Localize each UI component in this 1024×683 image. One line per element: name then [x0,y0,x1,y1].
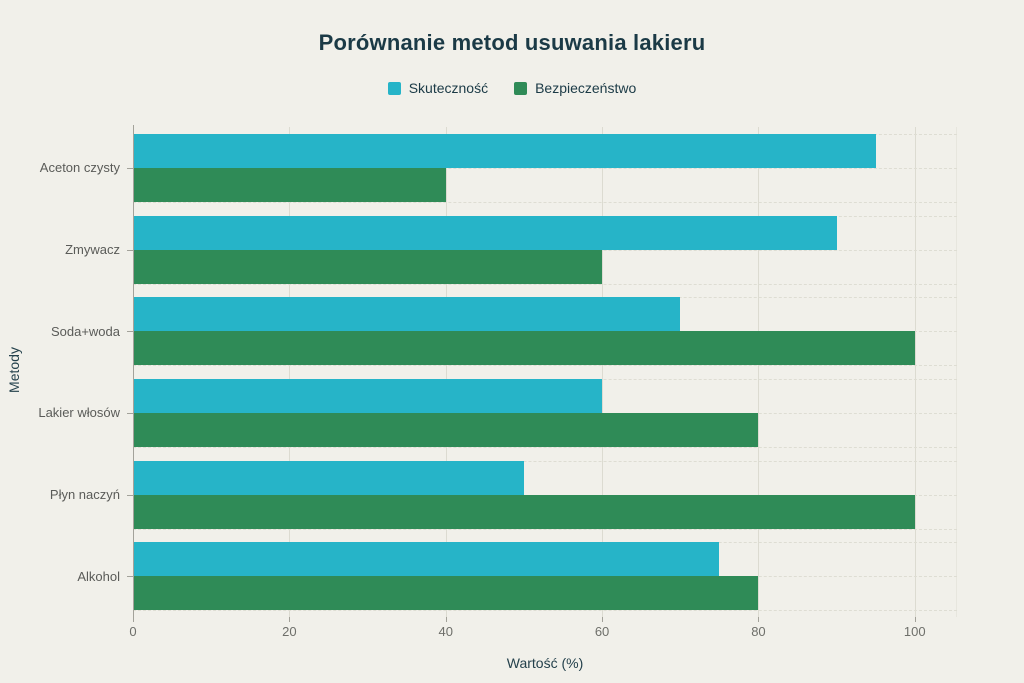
bar-skutecznosc [133,215,837,250]
x-tick-label: 80 [751,624,766,639]
category-label: Płyn naczyń [49,487,120,503]
legend-label-skutecznosc: Skuteczność [408,80,489,96]
bar-edge-guide [133,447,957,449]
category-tick-mark [127,412,133,414]
bar-bezpieczenstwo [133,331,915,366]
legend-item-bezpieczenstwo: Bezpieczeństwo [514,80,636,96]
bar-group: Płyn naczyń [50,454,957,536]
bar-bezpieczenstwo [133,249,603,284]
plot-area: Aceton czysty Zmywacz Soda+woda Lakier włos… [38,125,957,639]
category-label: Soda+woda [50,323,120,339]
plot-right-edge [956,127,957,617]
bar-group: Alkohol [77,535,957,617]
bar-skutecznosc [133,542,720,577]
x-tick-label: 20 [282,624,297,639]
bar-edge-guide [133,283,957,285]
bar-bezpieczenstwo [133,576,759,611]
category-tick-mark [127,331,133,333]
y-axis-line [133,125,134,622]
legend-swatch-bezpieczenstwo-icon [514,81,528,95]
category-tick-mark [127,249,133,251]
bar-skutecznosc [133,134,876,168]
bar-skutecznosc [133,460,524,495]
bar-bezpieczenstwo [133,494,915,529]
bar-bezpieczenstwo [133,413,759,448]
x-tick-label: 100 [903,624,926,639]
bar-skutecznosc [133,379,603,414]
bar-group: Lakier włosów [38,372,957,454]
bar-edge-guide [133,365,957,367]
x-tick-label: 40 [438,624,453,639]
legend-swatch-skutecznosc-icon [387,81,401,95]
x-tick-mark [289,617,291,622]
x-tick-mark [602,617,604,622]
x-tick-label: 60 [594,624,610,639]
x-gridline [602,127,604,622]
category-label: Aceton czysty [39,160,120,176]
x-tick-mark [445,617,447,622]
legend-label-bezpieczenstwo: Bezpieczeństwo [535,80,637,96]
bar-group: Soda+woda [51,290,957,372]
bar-edge-guide [133,528,957,530]
x-axis-title: Wartość (%) [506,655,584,671]
bar-group: Zmywacz [65,209,957,291]
category-label: Zmywacz [65,242,120,257]
bar-edge-guide [133,168,957,169]
x-tick-label: 0 [129,624,137,639]
bar-group: Aceton czysty [40,127,957,209]
x-tick-mark [914,617,916,622]
category-label: Alkohol [77,568,120,584]
x-tick-mark [758,617,760,622]
x-gridline [758,127,760,622]
x-gridline [289,127,291,622]
bar-skutecznosc [133,297,681,332]
category-tick-mark [127,167,133,169]
category-label: Lakier włosów [38,405,120,421]
category-tick-mark [127,494,133,496]
chart-title: Porównanie metod usuwania lakieru [318,30,706,55]
legend-item-skutecznosc: Skuteczność [387,80,489,96]
x-gridline [445,127,447,622]
bar-groups: Aceton czysty Zmywacz Soda+woda Lakier włos… [38,127,957,617]
bar-bezpieczenstwo [133,168,446,202]
x-gridline [914,127,916,622]
bar-edge-guide [133,610,957,612]
legend: Skuteczność Bezpieczeństwo [0,80,1024,96]
category-tick-mark [127,576,133,578]
bar-edge-guide [133,460,957,462]
bar-edge-guide [133,202,957,203]
